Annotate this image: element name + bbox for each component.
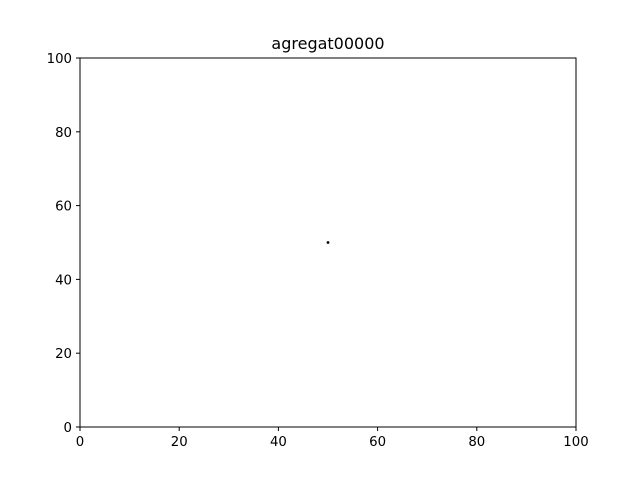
x-tick-label: 100 — [563, 435, 588, 450]
x-tick-label: 20 — [171, 435, 188, 450]
x-axis: 0 20 40 60 80 100 — [76, 427, 589, 450]
scatter-point — [326, 241, 330, 244]
y-tick-label: 20 — [55, 347, 72, 362]
x-tick-label: 60 — [369, 435, 386, 450]
y-tick-label: 80 — [55, 126, 72, 141]
y-tick-label: 60 — [55, 200, 72, 215]
x-tick-label: 0 — [76, 435, 84, 450]
y-tick-label: 0 — [64, 421, 72, 436]
y-tick-label: 40 — [55, 273, 72, 288]
scatter-points — [326, 241, 330, 244]
x-tick-label: 80 — [468, 435, 485, 450]
x-tick-label: 40 — [270, 435, 287, 450]
y-tick-label: 100 — [47, 52, 72, 67]
y-axis: 0 20 40 60 80 100 — [47, 52, 80, 436]
chart-title: agregat00000 — [271, 34, 384, 53]
